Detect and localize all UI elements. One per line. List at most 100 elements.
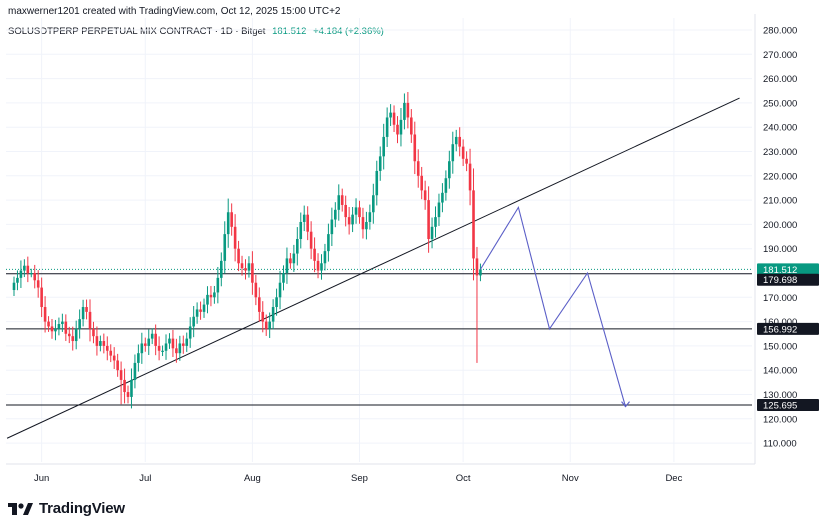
candle-body xyxy=(268,321,271,329)
candle-body xyxy=(178,343,182,354)
y-tick-label: 260.000 xyxy=(763,74,797,85)
candle-body xyxy=(81,307,85,320)
horizontal-lines xyxy=(6,268,752,406)
x-tick-label: Jul xyxy=(139,473,151,484)
symbol-title: SOLUSDTPERP PERPETUAL MIX CONTRACT · 1D … xyxy=(8,26,266,37)
candle-body xyxy=(344,204,347,218)
candle-body xyxy=(423,190,427,201)
candle-body xyxy=(413,134,417,162)
y-tick-label: 270.000 xyxy=(763,50,797,61)
candle-body xyxy=(74,328,78,342)
candle-body xyxy=(171,338,175,349)
candle-body xyxy=(351,214,354,225)
level-label-level-179: 179.698 xyxy=(763,275,797,286)
projection-polyline xyxy=(479,206,627,407)
candle-body xyxy=(133,362,137,380)
candle-body xyxy=(479,269,482,276)
tradingview-logo[interactable]: TradingView xyxy=(8,500,125,517)
x-tick-label: Aug xyxy=(244,473,261,484)
candle-body xyxy=(406,102,410,118)
y-tick-label: 190.000 xyxy=(763,244,797,255)
candle-body xyxy=(254,282,258,298)
y-tick-label: 220.000 xyxy=(763,171,797,182)
candle-body xyxy=(296,238,299,254)
candle-body xyxy=(123,379,126,393)
candle-body xyxy=(19,270,23,278)
candle-body xyxy=(57,324,61,329)
candle-body xyxy=(437,202,441,218)
candle-body xyxy=(109,350,113,356)
y-tick-label: 280.000 xyxy=(763,26,797,37)
candle-body xyxy=(468,163,472,191)
symbol-legend[interactable]: SOLUSDTPERP PERPETUAL MIX CONTRACT · 1D … xyxy=(8,26,384,37)
candle-body xyxy=(99,341,102,346)
candle-body xyxy=(472,190,475,259)
candle-body xyxy=(161,350,164,352)
candle-body xyxy=(337,195,341,210)
candles xyxy=(12,92,482,409)
candle-body xyxy=(358,207,361,218)
candle-body xyxy=(430,226,434,239)
candle-body xyxy=(223,234,227,261)
candle-body xyxy=(399,119,403,135)
candle-body xyxy=(410,117,413,135)
x-tick-label: Oct xyxy=(456,473,471,484)
candle-body xyxy=(458,136,461,147)
creator-line: maxwerner1201 created with TradingView.c… xyxy=(8,6,341,17)
candle-body xyxy=(47,321,50,327)
candle-body xyxy=(112,355,116,361)
candle-body xyxy=(282,273,285,283)
candle-body xyxy=(12,282,16,291)
y-tick-label: 120.000 xyxy=(763,414,797,425)
candle-body xyxy=(475,258,479,276)
y-tick-label: 250.000 xyxy=(763,98,797,109)
candle-body xyxy=(292,253,296,264)
candle-body xyxy=(137,353,140,363)
candle-body xyxy=(226,212,230,235)
candle-body xyxy=(316,260,320,271)
candle-body xyxy=(175,348,178,354)
candle-body xyxy=(188,326,192,339)
level-label-level-125: 125.695 xyxy=(763,400,797,411)
candle-body xyxy=(220,260,223,278)
candle-body xyxy=(192,316,195,327)
candle-body xyxy=(216,277,220,293)
candle-body xyxy=(244,268,247,271)
candle-body xyxy=(454,136,458,145)
candle-body xyxy=(116,360,119,371)
price-change: +4.184 (+2.36%) xyxy=(313,26,384,37)
candle-body xyxy=(71,336,75,342)
candle-body xyxy=(157,345,161,351)
candle-body xyxy=(375,170,379,196)
candle-body xyxy=(61,321,64,325)
candle-body xyxy=(199,309,202,312)
trendline xyxy=(6,97,740,439)
candle-body xyxy=(372,195,375,213)
candle-body xyxy=(33,273,37,281)
candle-body xyxy=(185,338,189,346)
candle-body xyxy=(396,124,399,135)
candle-body xyxy=(209,294,213,298)
y-tick-label: 230.000 xyxy=(763,147,797,158)
candle-body xyxy=(461,146,465,159)
candle-body xyxy=(420,175,423,191)
candle-body xyxy=(451,144,455,162)
candle-body xyxy=(434,217,437,227)
x-tick-label: Sep xyxy=(351,473,368,484)
x-tick-label: Dec xyxy=(665,473,682,484)
candle-body xyxy=(392,112,396,125)
candle-body xyxy=(347,217,351,225)
candle-body xyxy=(354,207,358,215)
candle-body xyxy=(240,263,244,269)
candle-body xyxy=(309,231,313,249)
projection-path xyxy=(479,206,630,408)
logo-text: TradingView xyxy=(39,500,125,517)
candle-body xyxy=(323,251,327,264)
candle-body xyxy=(36,280,40,288)
candle-body xyxy=(202,304,206,312)
projection-arrowhead xyxy=(621,401,630,408)
candle-body xyxy=(147,338,151,346)
y-tick-label: 130.000 xyxy=(763,390,797,401)
candle-body xyxy=(43,307,47,322)
